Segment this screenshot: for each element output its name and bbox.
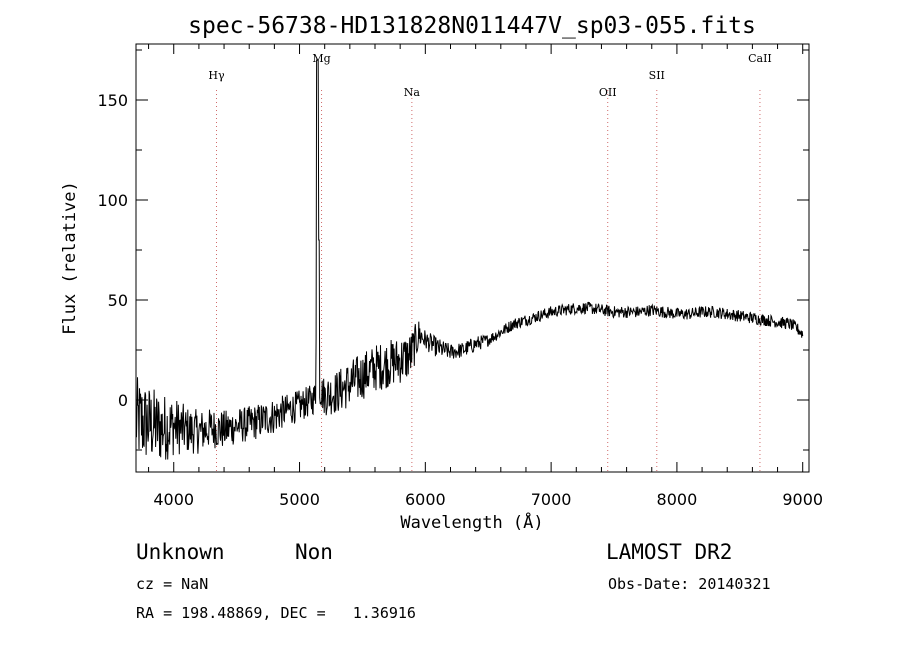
line-marker-label: OII bbox=[599, 86, 617, 99]
cz-text: cz = NaN bbox=[136, 575, 209, 593]
line-markers bbox=[216, 90, 761, 472]
line-marker-label: Hγ bbox=[208, 69, 225, 82]
obs-date-text: Obs-Date: 20140321 bbox=[608, 575, 771, 593]
y-tick-label: 50 bbox=[108, 291, 128, 310]
y-axis-label: Flux (relative) bbox=[60, 181, 80, 335]
x-tick-label: 9000 bbox=[782, 490, 823, 509]
x-tick-label: 4000 bbox=[153, 490, 194, 509]
line-marker-label: CaII bbox=[748, 52, 772, 65]
coords-text: RA = 198.48869, DEC = 1.36916 bbox=[136, 604, 416, 622]
x-tick-label: 6000 bbox=[405, 490, 446, 509]
y-tick-label: 150 bbox=[97, 91, 128, 110]
line-marker-label: Mg bbox=[312, 52, 330, 65]
chart-title: spec-56738-HD131828N011447V_sp03-055.fit… bbox=[188, 13, 756, 39]
x-axis-ticks: 4000 5000 6000 7000 8000 9000 bbox=[148, 44, 823, 509]
y-axis-ticks: 0 50 100 150 bbox=[97, 49, 809, 451]
y-tick-label: 100 bbox=[97, 191, 128, 210]
class-label: Unknown bbox=[136, 540, 225, 564]
plot-frame bbox=[135, 43, 810, 473]
line-marker-labels: Hγ Mg Na OII SII CaII bbox=[208, 52, 771, 99]
x-axis-label: Wavelength (Å) bbox=[400, 511, 543, 533]
x-tick-label: 5000 bbox=[279, 490, 320, 509]
survey-label: LAMOST DR2 bbox=[606, 540, 733, 564]
subclass-label: Non bbox=[295, 540, 333, 564]
x-tick-label: 7000 bbox=[531, 490, 572, 509]
line-marker-label: Na bbox=[404, 86, 421, 99]
y-tick-label: 0 bbox=[118, 391, 128, 410]
line-marker-label: SII bbox=[649, 69, 665, 82]
spectrum-line bbox=[135, 59, 804, 460]
x-tick-label: 8000 bbox=[657, 490, 698, 509]
